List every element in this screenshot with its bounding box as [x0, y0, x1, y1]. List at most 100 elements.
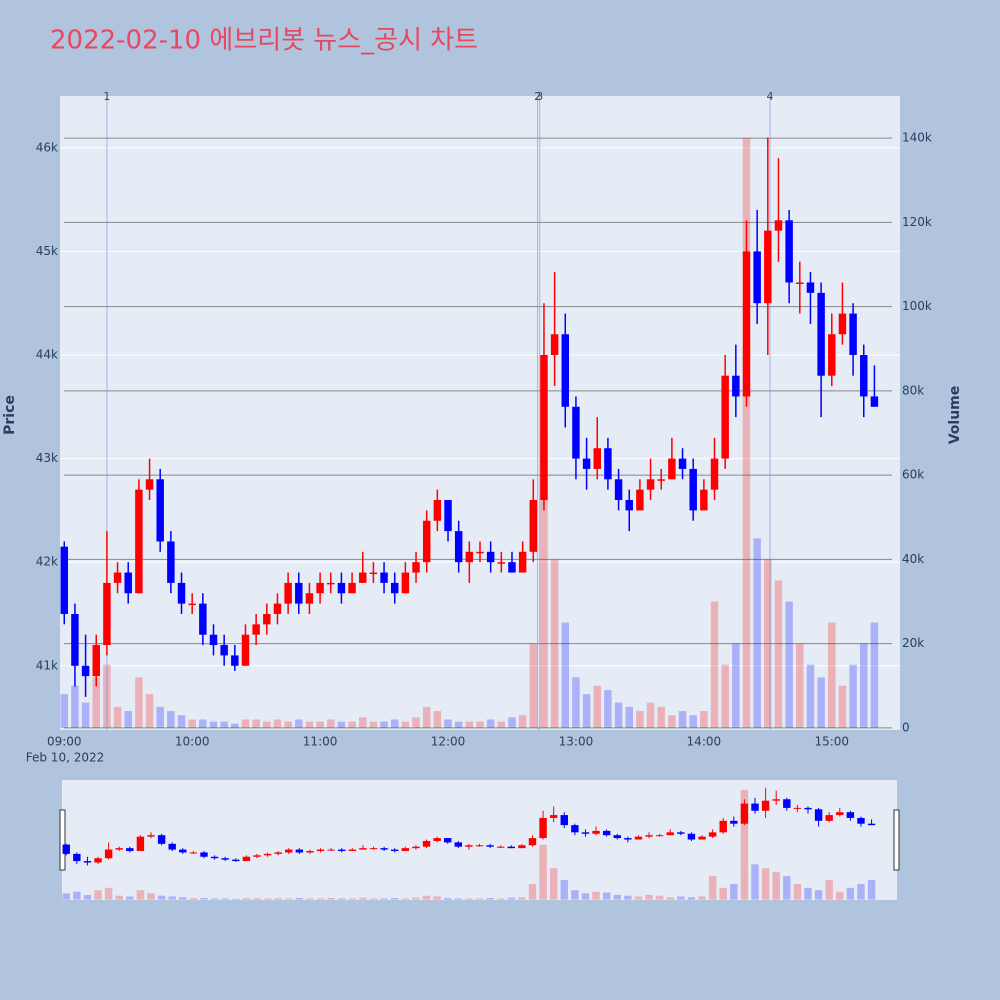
mini-volume-bar	[369, 898, 378, 900]
candle-body	[284, 582, 292, 604]
mini-candle-body	[189, 852, 198, 854]
candle-body	[646, 479, 655, 490]
mini-volume-bar	[115, 895, 123, 900]
mini-volume-bar	[592, 891, 600, 900]
range-handle-left[interactable]	[59, 809, 66, 871]
mini-volume-bar	[719, 887, 727, 900]
y2-tick-label: 0	[902, 720, 910, 734]
candle-body	[252, 624, 260, 635]
mini-candle-body	[380, 848, 388, 850]
mini-candle-body	[94, 858, 102, 863]
candle-body	[401, 572, 410, 594]
candle-body	[145, 479, 154, 490]
mini-volume-bar	[496, 898, 505, 900]
mini-candle-body	[232, 859, 240, 862]
mini-candle-body	[263, 853, 272, 856]
volume-bar	[636, 711, 644, 728]
candle-body	[422, 520, 431, 563]
mini-candle-body	[793, 807, 802, 809]
candle-body	[860, 354, 868, 397]
volume-bar	[774, 580, 783, 728]
candle-body	[668, 458, 676, 480]
mini-volume-bar	[655, 895, 664, 900]
x-tick-label: 09:00	[47, 735, 82, 749]
x-tick-label: 12:00	[431, 735, 466, 749]
mini-candle-body	[740, 803, 749, 824]
mini-candle-body	[136, 836, 145, 852]
volume-bar	[295, 719, 303, 728]
candle-body	[657, 479, 665, 481]
mini-volume-bar	[94, 890, 102, 900]
mini-volume-bar	[846, 887, 855, 900]
volume-bar	[657, 706, 665, 728]
volume-bar	[732, 643, 740, 728]
mini-volume-bar	[761, 868, 770, 900]
volume-bar	[465, 721, 474, 728]
mini-candle-body	[168, 843, 176, 850]
candle-body	[540, 354, 548, 501]
volume-bar	[305, 721, 314, 728]
mini-candle-body	[645, 835, 653, 837]
mini-volume-bar	[645, 894, 653, 900]
mini-candle-body	[751, 803, 759, 811]
candle-body	[636, 489, 644, 511]
candle-body	[444, 500, 452, 532]
volume-bar	[508, 717, 516, 728]
volume-bar	[145, 694, 154, 728]
mini-volume-bar	[136, 890, 145, 900]
annotation-label: 4	[766, 90, 773, 103]
candle-body	[71, 613, 79, 666]
mini-volume-bar	[126, 896, 134, 900]
mini-candle-body	[634, 836, 643, 840]
mini-candle-body	[157, 835, 166, 844]
mini-volume-bar	[327, 898, 335, 900]
x-tick-label: 10:00	[175, 735, 210, 749]
range-slider[interactable]	[62, 780, 897, 900]
mini-volume-bar	[433, 896, 441, 900]
mini-candle-body	[274, 852, 282, 854]
x-tick-label: 14:00	[687, 735, 722, 749]
y2-tick-label: 40k	[902, 552, 924, 566]
volume-bar	[486, 719, 495, 728]
mini-candle-body	[518, 845, 526, 849]
volume-bar	[316, 721, 324, 728]
mini-volume-bar	[359, 897, 367, 900]
mini-candle-body	[401, 848, 410, 852]
mini-candle-body	[804, 807, 812, 810]
mini-volume-bar	[560, 880, 568, 900]
mini-candle-body	[179, 849, 187, 853]
annotation-label: 1	[103, 90, 110, 103]
volume-bar	[540, 433, 548, 728]
mini-candle-body	[316, 849, 325, 852]
mini-volume-bar	[221, 898, 229, 900]
range-handle-right[interactable]	[893, 809, 900, 871]
volume-bar	[497, 721, 506, 728]
candle-body	[764, 230, 772, 304]
mini-candle-body	[677, 832, 685, 834]
candle-body	[433, 500, 442, 521]
mini-candle-body	[602, 830, 611, 836]
volume-bar	[721, 664, 729, 728]
mini-volume-bar	[677, 896, 685, 900]
mini-candle-body	[528, 838, 537, 846]
volume-bar	[412, 717, 420, 728]
volume-bar	[369, 721, 378, 728]
volume-bar	[71, 685, 79, 728]
volume-bar	[284, 721, 292, 728]
volume-bar	[401, 721, 410, 728]
candle-body	[263, 613, 271, 625]
mini-volume-bar	[242, 898, 251, 900]
candle-body	[700, 489, 708, 511]
mini-volume-bar	[814, 890, 823, 900]
volume-bar	[231, 723, 239, 728]
mini-volume-bar	[624, 895, 632, 900]
candle-body	[124, 572, 132, 594]
candle-body	[316, 582, 324, 594]
mini-candle-body	[475, 845, 484, 847]
annotation-label: 2	[534, 90, 541, 103]
mini-candle-body	[83, 861, 92, 863]
volume-bar	[167, 711, 175, 728]
mini-candle-body	[825, 815, 833, 821]
y2-tick-label: 140k	[902, 131, 932, 145]
volume-bar	[689, 715, 697, 728]
